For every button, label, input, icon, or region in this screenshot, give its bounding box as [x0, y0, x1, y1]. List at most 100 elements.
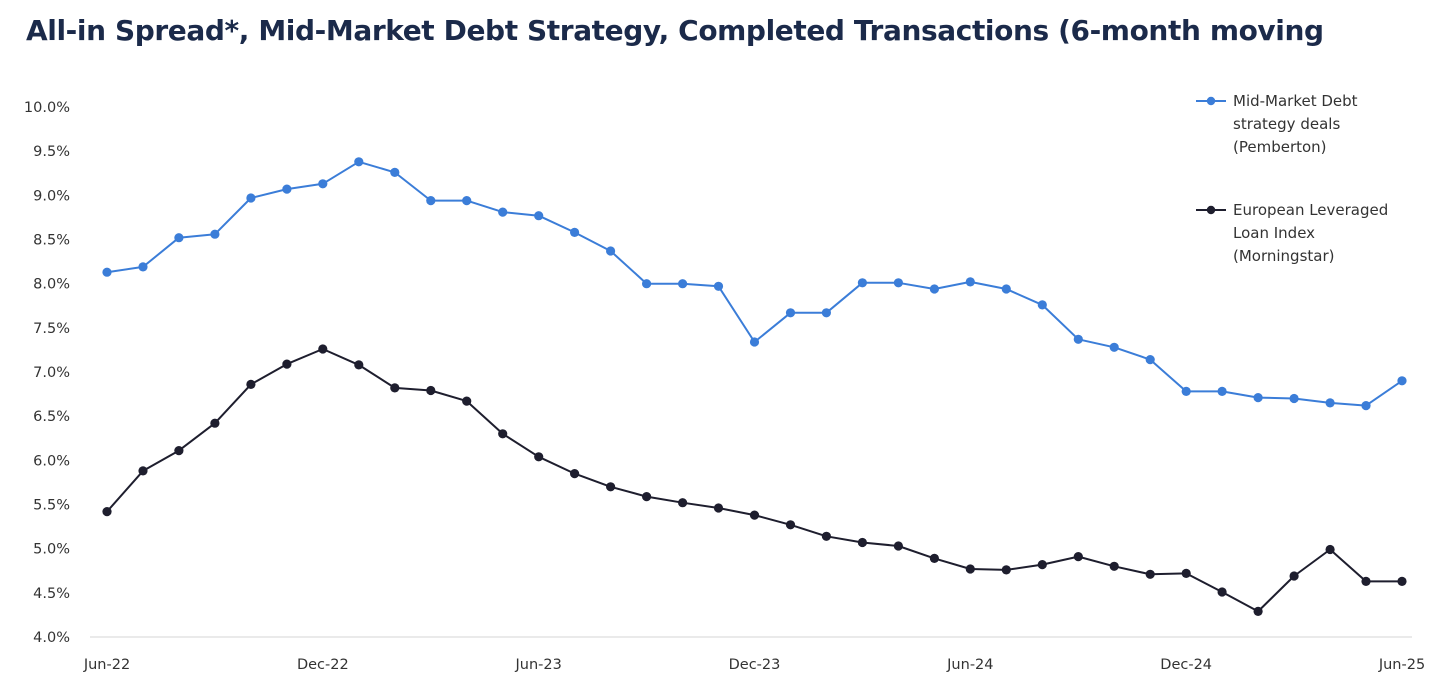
data-point: [426, 196, 436, 206]
legend-swatch-marker: [1206, 96, 1216, 106]
data-point: [1397, 376, 1407, 386]
data-point: [965, 277, 975, 287]
data-point: [1109, 561, 1119, 571]
series-1: [102, 157, 1407, 411]
data-point: [1217, 587, 1227, 597]
x-axis: Jun-22 Dec-22 Jun-23 Dec-23 Jun-24 Dec-24 Jun-…: [83, 636, 1425, 673]
data-point: [138, 262, 148, 272]
data-point: [534, 211, 544, 221]
series-line: [106, 348, 1403, 613]
data-point: [642, 279, 652, 289]
data-point: [390, 167, 400, 177]
data-point: [354, 360, 364, 370]
data-point: [102, 507, 112, 517]
y-tick-label: 5.5%: [33, 498, 70, 514]
data-point: [785, 520, 796, 530]
x-tick-label: Dec-24: [1160, 657, 1212, 673]
data-point: [1037, 300, 1047, 310]
y-tick-label: 4.5%: [33, 586, 70, 602]
legend-label: strategy deals: [1233, 115, 1340, 133]
data-point: [749, 337, 760, 347]
y-tick-label: 9.5%: [33, 144, 70, 160]
data-point: [1253, 393, 1263, 403]
data-point: [929, 284, 940, 294]
data-point: [965, 564, 975, 574]
data-point: [570, 469, 580, 479]
data-point: [821, 308, 832, 318]
data-point: [857, 537, 868, 548]
data-point: [642, 492, 652, 502]
legend-label: Mid-Market Debt: [1233, 92, 1358, 110]
data-point: [1217, 386, 1227, 396]
data-point: [498, 207, 508, 217]
data-point: [462, 396, 472, 406]
data-point: [138, 466, 148, 476]
data-point: [606, 246, 616, 256]
series-2: [102, 344, 1407, 617]
data-point: [1037, 560, 1047, 570]
chart-title: All-in Spread*, Mid-Market Debt Strategy…: [26, 14, 1324, 47]
data-point: [282, 184, 292, 194]
data-point: [893, 278, 904, 288]
data-point: [174, 446, 184, 456]
data-point: [102, 267, 112, 277]
data-point: [1361, 401, 1371, 411]
legend-label: (Morningstar): [1233, 247, 1334, 265]
data-point: [246, 379, 256, 389]
data-point: [1145, 355, 1155, 365]
legend-entry: Mid-Market Debt strategy deals (Pemberton): [1196, 92, 1358, 156]
data-point: [713, 281, 724, 291]
data-point: [1145, 569, 1155, 579]
y-tick-label: 4.0%: [33, 630, 70, 646]
data-point: [390, 383, 400, 393]
data-point: [857, 278, 868, 288]
data-point: [1001, 284, 1011, 294]
x-tick-label: Jun-24: [946, 657, 993, 673]
data-point: [1289, 393, 1299, 404]
y-tick-label: 5.0%: [33, 542, 70, 558]
data-point: [1181, 386, 1191, 396]
data-point: [1073, 552, 1083, 562]
data-point: [893, 541, 904, 551]
data-point: [1181, 568, 1191, 579]
data-point: [1361, 576, 1371, 587]
y-tick-label: 7.5%: [33, 321, 70, 337]
data-point: [713, 503, 724, 513]
data-point: [1325, 544, 1335, 555]
y-axis: 4.0% 4.5% 5.0% 5.5% 6.0% 6.5% 7.0% 7.5% 8.0% 8.5%…: [24, 100, 70, 646]
data-point: [534, 452, 544, 462]
data-point: [785, 308, 796, 318]
legend-label: European Leveraged: [1233, 201, 1388, 219]
data-point: [606, 482, 616, 492]
data-point: [318, 344, 328, 354]
legend-label: Loan Index: [1233, 224, 1315, 242]
data-point: [246, 193, 256, 203]
data-point: [570, 227, 580, 237]
data-point: [1397, 576, 1407, 587]
y-tick-label: 8.5%: [33, 233, 70, 249]
data-point: [749, 510, 760, 520]
legend-label: (Pemberton): [1233, 138, 1327, 156]
data-point: [462, 196, 472, 206]
data-point: [1289, 571, 1299, 581]
data-point: [1001, 565, 1011, 575]
data-point: [210, 418, 220, 428]
legend-swatch-marker: [1206, 205, 1216, 215]
x-tick-label: Jun-22: [83, 657, 130, 673]
data-point: [1109, 342, 1119, 352]
data-point: [821, 531, 832, 541]
data-point: [1073, 334, 1083, 344]
y-tick-label: 8.0%: [33, 277, 70, 293]
data-point: [1253, 606, 1263, 617]
y-tick-label: 6.5%: [33, 409, 70, 425]
x-tick-label: Jun-23: [514, 657, 561, 673]
x-tick-label: Jun-25: [1378, 657, 1425, 673]
legend-entry: European Leveraged Loan Index (Morningstar…: [1196, 201, 1388, 265]
y-tick-label: 9.0%: [33, 188, 70, 204]
y-tick-label: 7.0%: [33, 365, 70, 381]
data-point: [354, 157, 364, 167]
data-point: [498, 429, 508, 439]
data-point: [1325, 398, 1335, 408]
data-point: [929, 553, 940, 564]
